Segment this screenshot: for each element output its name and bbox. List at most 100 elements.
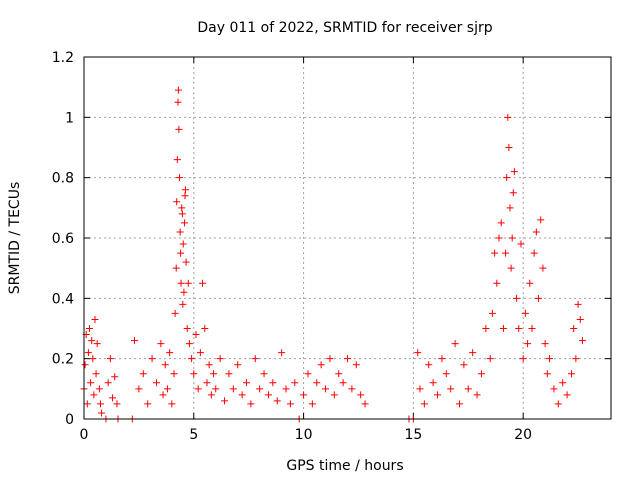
data-point xyxy=(203,379,211,387)
data-point xyxy=(414,349,422,357)
data-point xyxy=(528,325,536,332)
data-point xyxy=(234,361,242,369)
y-axis-label: SRMTID / TECUs xyxy=(7,182,23,295)
data-point xyxy=(139,370,147,378)
data-point xyxy=(260,370,268,378)
data-point xyxy=(300,391,308,399)
data-point xyxy=(148,355,156,363)
data-point xyxy=(477,370,485,378)
data-point xyxy=(176,228,184,236)
data-point xyxy=(460,361,468,369)
data-point xyxy=(172,264,180,272)
data-point xyxy=(304,370,312,378)
data-point xyxy=(497,219,505,227)
y-tick-label: 1 xyxy=(65,110,74,126)
data-point xyxy=(563,391,571,399)
data-point xyxy=(92,370,100,378)
data-point xyxy=(174,98,182,106)
data-points xyxy=(80,86,586,423)
data-point xyxy=(352,361,360,369)
data-point xyxy=(503,174,511,182)
plot-frame xyxy=(83,56,612,420)
x-tick-label: 0 xyxy=(80,427,89,443)
data-point xyxy=(559,379,567,387)
y-tick-label: 0.2 xyxy=(52,352,74,368)
data-point xyxy=(510,168,518,176)
data-point xyxy=(83,400,91,408)
data-point xyxy=(486,355,494,363)
data-point xyxy=(184,279,192,287)
data-point xyxy=(183,325,191,332)
y-tick-label: 0.6 xyxy=(52,231,74,247)
data-point xyxy=(570,325,578,332)
axis-ticks: 0 5 10 15 20 0 0.2 0.4 0.6 0.8 1 1.2 xyxy=(52,50,611,443)
data-point xyxy=(308,400,316,408)
y-tick-label: 0.4 xyxy=(52,291,74,307)
data-point xyxy=(464,385,472,393)
data-point xyxy=(546,355,554,363)
data-point xyxy=(482,325,490,332)
data-point xyxy=(416,385,424,393)
data-point xyxy=(425,361,433,369)
data-point xyxy=(574,300,582,308)
data-point xyxy=(429,379,437,387)
data-point xyxy=(111,373,119,381)
data-point xyxy=(524,340,532,348)
chart-title: Day 011 of 2022, SRMTID for receiver sjr… xyxy=(197,20,492,36)
data-point xyxy=(173,198,181,206)
data-point xyxy=(210,370,218,378)
data-point xyxy=(175,125,183,133)
data-point xyxy=(181,219,189,227)
data-point xyxy=(326,355,334,363)
data-point xyxy=(504,113,512,121)
data-point xyxy=(205,361,213,369)
data-point xyxy=(188,355,196,363)
data-point xyxy=(506,204,514,212)
data-point xyxy=(98,409,106,417)
data-point xyxy=(247,400,255,408)
data-point xyxy=(567,370,575,378)
data-point xyxy=(194,385,202,393)
data-point xyxy=(578,337,586,345)
data-point xyxy=(157,340,165,348)
data-point xyxy=(196,349,204,357)
data-point xyxy=(473,391,481,399)
data-point xyxy=(530,249,538,257)
data-point xyxy=(282,385,290,393)
data-point xyxy=(173,156,181,164)
data-point xyxy=(104,379,112,387)
data-point xyxy=(519,355,527,363)
data-point xyxy=(322,385,330,393)
data-point xyxy=(291,379,299,387)
data-point xyxy=(455,400,463,408)
data-point xyxy=(543,370,551,378)
data-point xyxy=(526,279,534,287)
data-point xyxy=(89,355,97,363)
data-point xyxy=(554,400,562,408)
data-point xyxy=(251,355,259,363)
data-point xyxy=(93,340,101,348)
data-point xyxy=(178,204,186,212)
data-point xyxy=(170,370,178,378)
data-point xyxy=(207,391,215,399)
data-point xyxy=(109,394,117,402)
data-point xyxy=(344,355,351,363)
data-point xyxy=(181,186,189,194)
data-point xyxy=(521,309,529,317)
data-point xyxy=(313,379,321,387)
x-tick-label: 10 xyxy=(295,427,313,443)
data-point xyxy=(81,361,89,369)
data-point xyxy=(537,216,545,224)
data-point xyxy=(131,337,139,345)
data-point xyxy=(515,325,523,332)
data-point xyxy=(174,86,182,94)
data-point xyxy=(447,385,455,393)
data-point xyxy=(135,385,143,393)
data-point xyxy=(513,294,521,302)
data-point xyxy=(171,309,179,317)
data-point xyxy=(420,400,428,408)
data-point xyxy=(95,385,103,393)
data-point xyxy=(339,379,347,387)
data-point xyxy=(179,240,187,248)
